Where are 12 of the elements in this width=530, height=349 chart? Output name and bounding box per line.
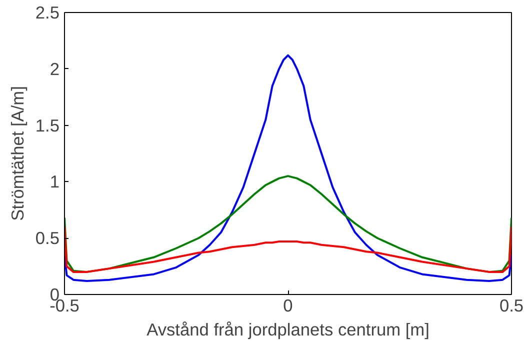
y-tick-label: 1.5 bbox=[35, 115, 60, 136]
y-tick-label: 0.5 bbox=[35, 228, 60, 248]
y-tick-label: 2.5 bbox=[35, 2, 60, 22]
line-series bbox=[64, 226, 512, 273]
x-axis-title: Avstånd från jordplanets centrum [m] bbox=[146, 320, 430, 340]
x-tick-label: 0 bbox=[283, 296, 293, 316]
x-tick-label: 0.5 bbox=[499, 296, 524, 316]
line-series bbox=[64, 54, 512, 282]
y-axis-title: Strömtäthet [A/m] bbox=[7, 86, 28, 221]
line-series bbox=[64, 175, 512, 273]
y-tick-label: 1 bbox=[50, 172, 60, 192]
y-tick-label: 2 bbox=[50, 58, 60, 79]
